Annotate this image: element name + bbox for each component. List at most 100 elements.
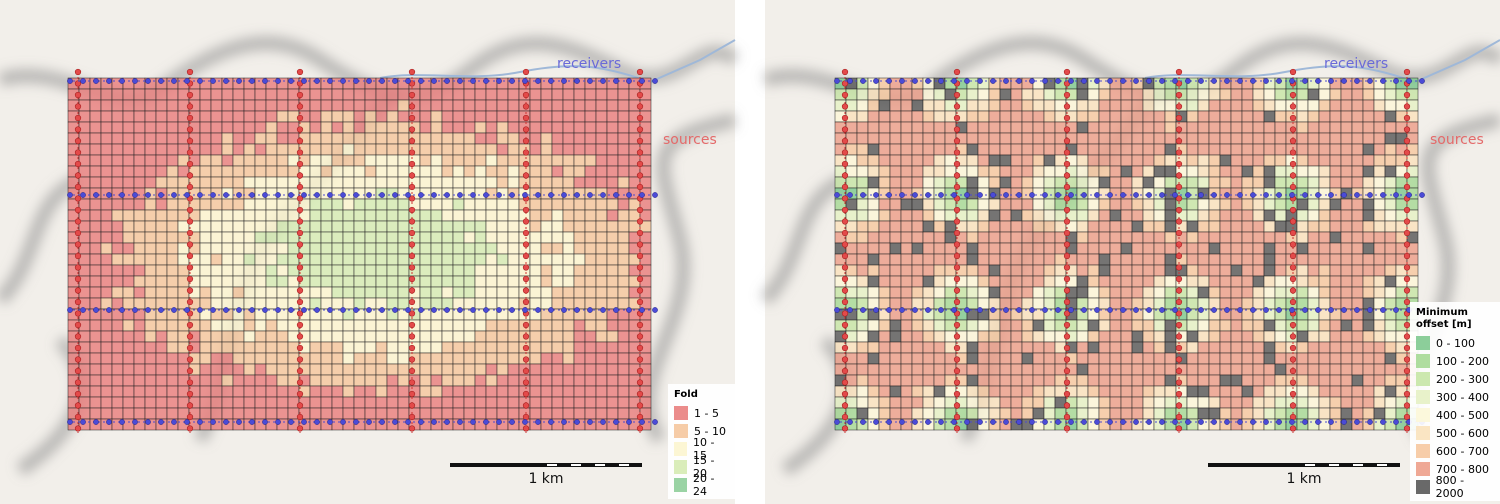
grid-cell [122, 110, 135, 123]
grid-cell [89, 198, 102, 211]
source-point [408, 126, 416, 133]
grid-cell [133, 407, 146, 420]
grid-cell [375, 319, 388, 332]
grid-cell [606, 121, 619, 134]
grid-cell [397, 220, 410, 233]
grid-cell [364, 275, 377, 288]
grid-cell [265, 220, 278, 233]
source-point [522, 229, 530, 237]
source-point [296, 126, 304, 133]
grid-cell [474, 143, 487, 156]
grid-cell [595, 88, 608, 101]
grid-cell [331, 231, 344, 244]
grid-cell [397, 275, 410, 288]
grid-cell [243, 286, 256, 299]
receiver-point [535, 307, 541, 313]
grid-cell [100, 363, 113, 376]
grid-cell [1142, 396, 1155, 409]
grid-cell [111, 374, 124, 387]
receiver-point [587, 78, 593, 84]
grid-cell [1142, 385, 1155, 398]
grid-cell [1098, 352, 1111, 365]
grid-cell [1120, 363, 1133, 376]
grid-cell [999, 209, 1012, 222]
grid-cell [1131, 385, 1144, 398]
grid-cell [1340, 264, 1353, 277]
source-point [636, 103, 644, 110]
source-point [1063, 114, 1071, 122]
grid-cell [265, 396, 278, 409]
grid-cell [999, 396, 1012, 409]
source-point [74, 287, 82, 294]
source-point [1289, 402, 1297, 409]
source-point [1289, 241, 1297, 248]
receiver-point [522, 307, 528, 313]
grid-cell [375, 242, 388, 255]
grid-cell [1241, 363, 1254, 376]
grid-cell [133, 231, 146, 244]
receiver-point [67, 419, 73, 425]
receiver-point [171, 307, 177, 313]
receiver-point [886, 419, 892, 425]
grid-cell [639, 418, 652, 431]
grid-cell [1076, 286, 1089, 299]
grid-cell [1120, 407, 1133, 420]
grid-cell [1241, 121, 1254, 134]
source-point [186, 344, 194, 352]
receiver-point [314, 307, 320, 313]
grid-cell [540, 99, 553, 112]
grid-cell [1296, 275, 1309, 288]
grid-cell [243, 176, 256, 189]
grid-cell [1384, 330, 1397, 343]
grid-cell [595, 121, 608, 134]
grid-cell [133, 121, 146, 134]
grid-cell [1010, 363, 1023, 376]
source-point [74, 160, 82, 168]
grid-cell [1098, 220, 1111, 233]
grid-cell [353, 385, 366, 398]
grid-cell [452, 275, 465, 288]
grid-cell [1384, 352, 1397, 365]
grid-cell [856, 396, 869, 409]
legend-swatch [1416, 462, 1430, 476]
grid-cell [353, 363, 366, 376]
grid-cell [1384, 242, 1397, 255]
legend-entry: 300 - 400 [1416, 388, 1494, 406]
grid-cell [166, 286, 179, 299]
source-point [408, 183, 416, 191]
grid-cell [900, 198, 913, 211]
grid-cell [1120, 121, 1133, 134]
grid-cell [122, 396, 135, 409]
source-point [408, 333, 416, 340]
grid-cell [1164, 363, 1177, 376]
grid-cell [441, 396, 454, 409]
grid-cell [397, 330, 410, 343]
legend-entry: 600 - 700 [1416, 442, 1494, 460]
scale-bar [1208, 463, 1400, 467]
grid-cell [529, 319, 542, 332]
grid-cell [177, 121, 190, 134]
grid-cell [474, 165, 487, 178]
receiver-point [587, 307, 593, 313]
grid-cell [584, 176, 597, 189]
grid-cell [1230, 143, 1243, 156]
grid-cell [419, 154, 432, 167]
grid-cell [419, 88, 432, 101]
grid-cell [485, 275, 498, 288]
grid-cell [1109, 110, 1122, 123]
grid-cell [1274, 286, 1287, 299]
source-point [296, 172, 304, 179]
grid-cell [100, 176, 113, 189]
grid-cell [1362, 341, 1375, 354]
receiver-point [1003, 192, 1009, 198]
grid-cell [309, 88, 322, 101]
source-point [408, 91, 416, 99]
source-point [1175, 275, 1183, 283]
legend-label: 15 - 20 [692, 454, 715, 480]
grid-cell [856, 143, 869, 156]
legend-entry: 100 - 200 [1416, 352, 1494, 370]
grid-cell [1010, 165, 1023, 178]
grid-cell [966, 198, 979, 211]
grid-cell [617, 275, 630, 288]
grid-cell [265, 374, 278, 387]
